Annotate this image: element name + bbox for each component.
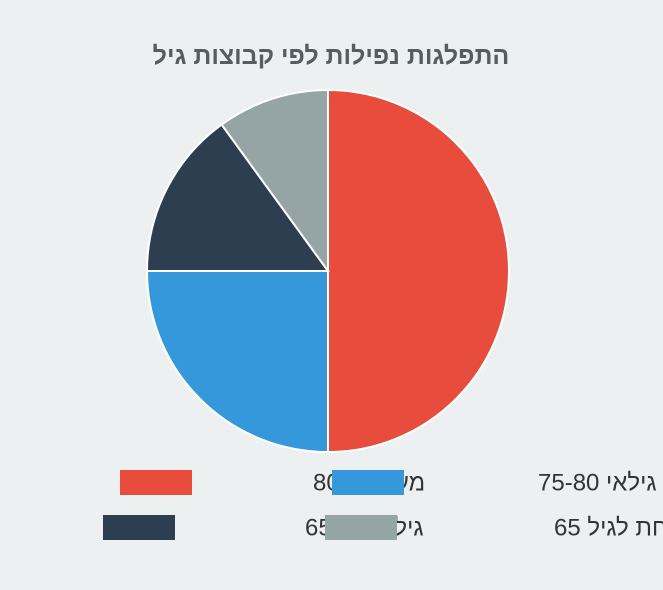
legend-label-2: גילאי 75-80	[538, 470, 656, 497]
legend-swatch-2	[332, 470, 404, 495]
pie-slice-3	[145, 123, 330, 272]
legend-swatch-4	[325, 515, 397, 540]
legend-swatch-3	[103, 515, 175, 540]
pie-slice-4	[220, 88, 329, 275]
legend-label-4: מתחת לגיל 65	[554, 515, 663, 542]
pie-slices	[145, 88, 510, 454]
chart-title: התפלגות נפילות לפי קבוצות גיל	[153, 42, 510, 70]
pie-slice-2	[145, 270, 329, 454]
legend-swatch-1	[120, 470, 192, 495]
pie-slice-1	[327, 88, 510, 454]
